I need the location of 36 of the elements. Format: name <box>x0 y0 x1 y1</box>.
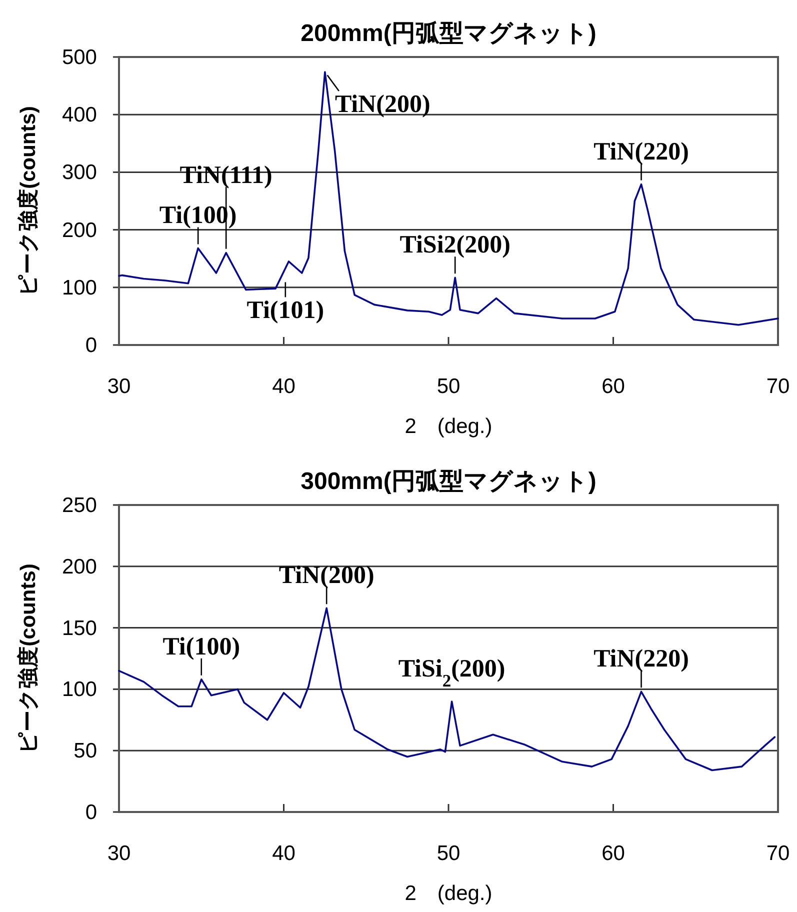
y-tick-label: 250 <box>62 494 97 517</box>
x-axis-title: 2 (deg.) <box>404 415 492 438</box>
annotation: Ti(101) <box>246 297 324 324</box>
chart-title: 300mm(円弧型マグネット) <box>300 468 596 495</box>
y-axis-title: ピーク強度(counts) <box>16 564 40 754</box>
y-tick-label: 150 <box>62 616 97 640</box>
chart-title: 200mm(円弧型マグネット) <box>300 20 596 47</box>
y-tick-label: 0 <box>85 801 97 824</box>
y-tick-label: 100 <box>62 678 97 702</box>
x-tick-label: 50 <box>436 375 460 398</box>
x-tick-label: 30 <box>107 375 131 398</box>
annotation: TiN(220) <box>594 138 689 166</box>
x-axis-title: 2 (deg.) <box>404 882 492 905</box>
y-tick-label: 500 <box>62 46 97 69</box>
annotation: TiSi2(200) <box>400 232 510 259</box>
x-tick-label: 60 <box>602 375 625 398</box>
annotation: TiN(200) <box>278 562 374 590</box>
y-tick-label: 50 <box>74 740 97 763</box>
y-axis-title: ピーク強度(counts) <box>16 106 40 296</box>
y-tick-label: 400 <box>62 104 97 127</box>
y-tick-label: 0 <box>85 334 97 357</box>
x-tick-label: 60 <box>602 842 625 865</box>
x-tick-label: 50 <box>436 842 460 865</box>
x-tick-label: 30 <box>107 842 131 865</box>
annotation: Ti(100) <box>162 633 240 660</box>
y-tick-label: 200 <box>62 218 97 242</box>
y-tick-label: 200 <box>62 555 97 578</box>
y-tick-label: 100 <box>62 276 97 300</box>
y-tick-label: 300 <box>62 161 97 184</box>
x-tick-label: 40 <box>272 842 296 865</box>
annotation: TiN(220) <box>594 646 689 673</box>
x-tick-label: 70 <box>766 375 790 398</box>
x-tick-label: 40 <box>272 375 296 398</box>
x-tick-label: 70 <box>766 842 790 865</box>
annotation: TiN(200) <box>334 90 430 118</box>
annotation: TiSi$_{2}$(200) <box>398 655 506 690</box>
